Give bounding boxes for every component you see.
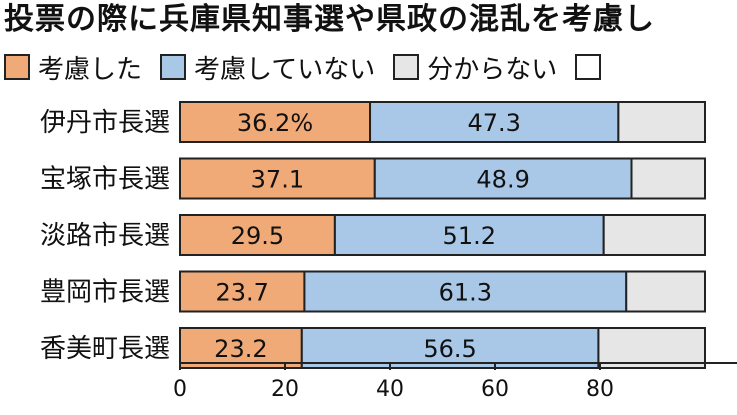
category-label: 淡路市長選 bbox=[40, 221, 170, 251]
category-label: 伊丹市長選 bbox=[40, 108, 170, 138]
chart-title: 投票の際に兵庫県知事選や県政の混乱を考慮し bbox=[4, 2, 655, 37]
data-label: 47.3 bbox=[467, 109, 520, 137]
bar-segment bbox=[369, 101, 620, 143]
legend-label-considered: 考慮した bbox=[38, 54, 143, 85]
x-tick-label: 40 bbox=[376, 377, 404, 402]
legend-swatch-not-considered bbox=[160, 54, 187, 80]
data-label: 23.7 bbox=[215, 279, 268, 307]
bar-segment bbox=[617, 101, 706, 143]
legend-swatch-extra bbox=[575, 54, 602, 80]
x-tick-label: 80 bbox=[586, 377, 614, 402]
data-label: 23.2 bbox=[214, 335, 267, 363]
data-label: 51.2 bbox=[443, 222, 496, 250]
legend-swatch-unknown bbox=[393, 54, 420, 80]
legend-label-not-considered: 考慮していない bbox=[194, 54, 376, 85]
bar-segment bbox=[179, 157, 376, 200]
x-tick-label: 60 bbox=[481, 377, 509, 402]
data-label: 37.1 bbox=[251, 166, 304, 194]
bar-segment bbox=[630, 157, 706, 200]
bar-segment bbox=[179, 101, 372, 143]
bar-segment bbox=[597, 327, 706, 369]
bar-segment bbox=[602, 214, 706, 256]
x-tick-label: 20 bbox=[271, 377, 299, 402]
bar-segment bbox=[333, 214, 605, 256]
legend-item-extra bbox=[575, 54, 609, 80]
bar-segment bbox=[300, 327, 600, 369]
data-label: 61.3 bbox=[439, 279, 492, 307]
data-label: 29.5 bbox=[231, 222, 284, 250]
legend-item-not-considered: 考慮していない bbox=[160, 49, 375, 86]
legend-item-unknown: 分からない bbox=[393, 49, 557, 86]
category-label: 豊岡市長選 bbox=[40, 278, 170, 308]
legend: 考慮した 考慮していない 分からない bbox=[4, 52, 627, 85]
data-label: 48.9 bbox=[476, 166, 529, 194]
bar-segment bbox=[625, 270, 706, 313]
legend-item-considered: 考慮した bbox=[4, 49, 142, 86]
legend-label-unknown: 分からない bbox=[427, 54, 558, 85]
x-tick-label: 0 bbox=[173, 377, 187, 402]
data-label: 36.2% bbox=[237, 109, 313, 137]
category-label: 香美町長選 bbox=[40, 334, 170, 364]
legend-swatch-considered bbox=[4, 54, 30, 80]
bar-segment bbox=[179, 270, 306, 313]
bar-segment bbox=[179, 327, 303, 369]
category-label: 宝塚市長選 bbox=[40, 165, 170, 195]
data-label: 56.5 bbox=[423, 335, 476, 363]
bar-segment bbox=[179, 214, 336, 256]
